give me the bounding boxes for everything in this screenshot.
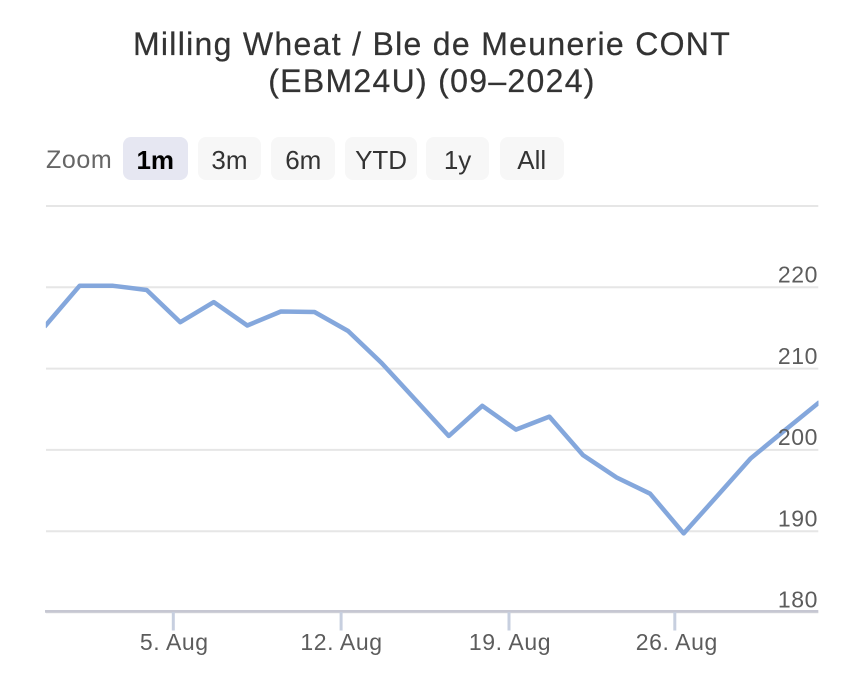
svg-text:26. Aug: 26. Aug bbox=[636, 629, 718, 655]
svg-text:200: 200 bbox=[778, 424, 818, 450]
svg-text:210: 210 bbox=[778, 343, 818, 369]
svg-text:12. Aug: 12. Aug bbox=[300, 629, 382, 655]
svg-text:190: 190 bbox=[778, 506, 818, 532]
svg-text:5. Aug: 5. Aug bbox=[140, 629, 209, 655]
svg-text:180: 180 bbox=[778, 587, 818, 613]
svg-text:19. Aug: 19. Aug bbox=[469, 629, 551, 655]
svg-text:220: 220 bbox=[778, 262, 818, 288]
